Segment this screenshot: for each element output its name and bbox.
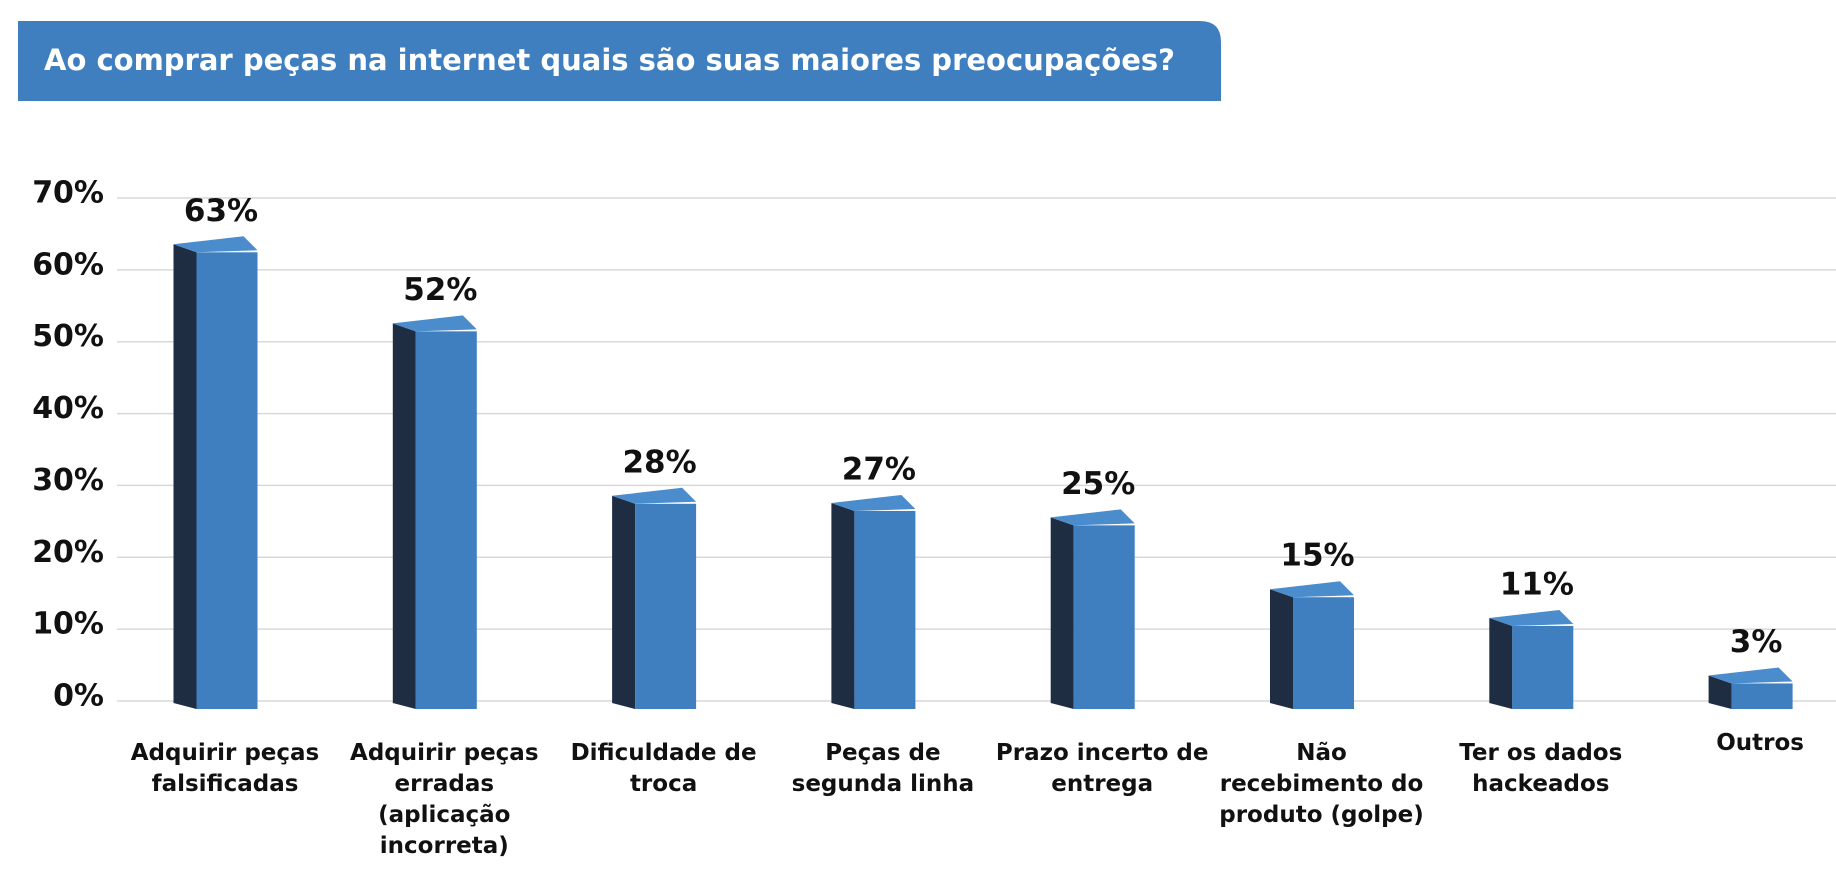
bar bbox=[196, 252, 258, 710]
value-label: 11% bbox=[1500, 566, 1574, 602]
x-tick-label: Peças de segunda linha bbox=[791, 740, 975, 797]
y-tick-label: 60% bbox=[32, 247, 104, 282]
y-tick-label: 10% bbox=[32, 607, 104, 642]
value-label: 28% bbox=[622, 444, 696, 480]
bar-side bbox=[173, 244, 197, 710]
x-tick-label: Outros bbox=[1716, 730, 1804, 756]
bar bbox=[635, 503, 697, 709]
x-tick-label: Ter os dados hackeados bbox=[1459, 740, 1623, 797]
x-tick-label: Dificuldade de troca bbox=[570, 740, 757, 797]
bar bbox=[1731, 683, 1793, 709]
bar bbox=[1512, 625, 1574, 709]
y-tick-label: 0% bbox=[53, 679, 104, 714]
bar-side bbox=[1489, 617, 1513, 709]
bar-top bbox=[392, 315, 477, 332]
bar-top bbox=[612, 487, 697, 504]
bar-top bbox=[831, 494, 916, 511]
bar bbox=[854, 510, 916, 709]
bar-top bbox=[1050, 509, 1135, 526]
bar bbox=[1073, 525, 1135, 709]
y-tick-label: 20% bbox=[32, 535, 104, 570]
value-label: 3% bbox=[1730, 624, 1783, 660]
bar-side bbox=[1270, 589, 1293, 709]
bar-top bbox=[1270, 581, 1354, 598]
bar-side bbox=[392, 323, 416, 709]
value-label: 15% bbox=[1280, 538, 1354, 574]
bar-side bbox=[831, 502, 855, 709]
title-banner bbox=[18, 21, 1221, 101]
bar-side bbox=[612, 495, 636, 709]
value-label: 25% bbox=[1061, 466, 1135, 502]
bar-top bbox=[173, 236, 258, 253]
y-tick-label: 40% bbox=[32, 391, 104, 426]
bar-side bbox=[1708, 675, 1732, 709]
bar bbox=[415, 331, 477, 709]
x-tick-label: Adquirir peças falsificadas bbox=[130, 740, 320, 797]
value-label: 52% bbox=[403, 272, 477, 308]
chart-title: Ao comprar peças na internet quais são s… bbox=[44, 43, 1175, 77]
x-tick-label: Não recebimento do produto (golpe) bbox=[1219, 740, 1424, 828]
y-tick-label: 50% bbox=[32, 319, 104, 354]
y-tick-label: 70% bbox=[32, 176, 104, 211]
y-tick-label: 30% bbox=[32, 463, 104, 498]
bar-top bbox=[1489, 609, 1574, 626]
value-label: 63% bbox=[184, 193, 258, 229]
bar-top bbox=[1708, 667, 1793, 684]
x-tick-label: Prazo incerto de entrega bbox=[995, 740, 1209, 797]
bar-side bbox=[1050, 517, 1074, 709]
value-label: 27% bbox=[842, 451, 916, 487]
x-tick-label: Adquirir peças erradas (aplicação incorr… bbox=[350, 740, 539, 859]
bar bbox=[1293, 597, 1354, 709]
